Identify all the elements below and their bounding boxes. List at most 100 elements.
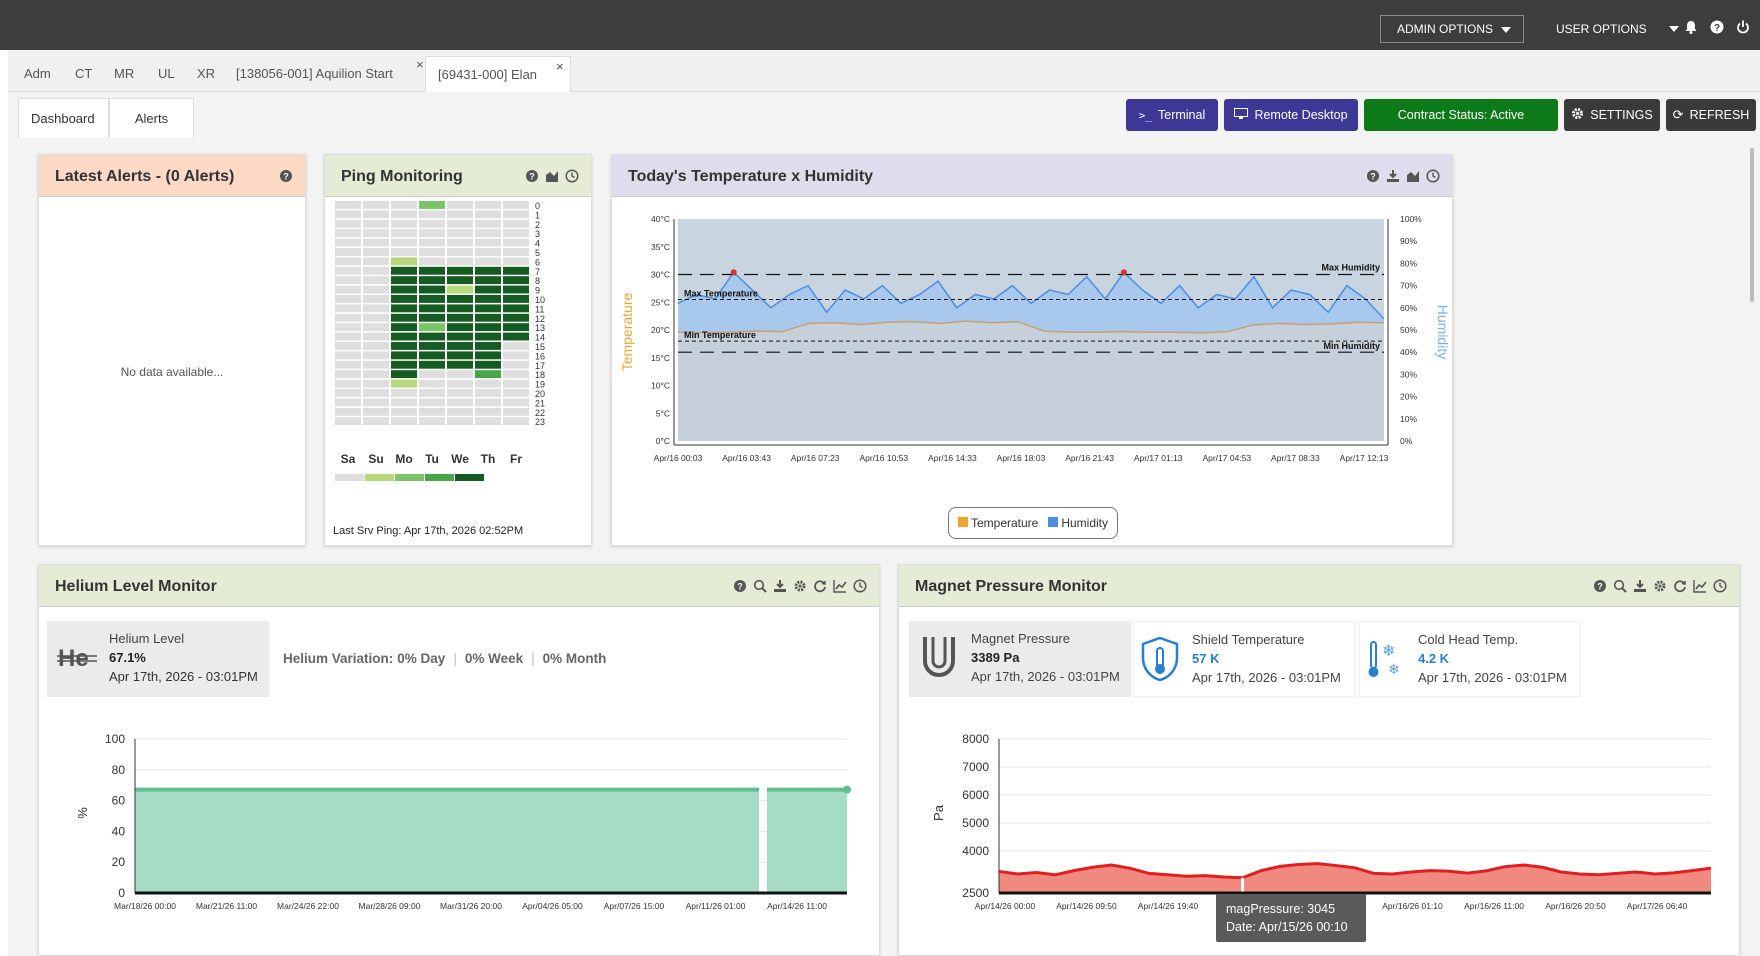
- legend-item-temperature[interactable]: Temperature: [957, 516, 1038, 530]
- refresh-icon[interactable]: [1673, 579, 1687, 593]
- helium-area: [135, 789, 759, 893]
- ping-cell: [419, 323, 445, 332]
- tab-aquilion-start[interactable]: [138056-001] Aquilion Start ×: [236, 57, 424, 81]
- ping-cell: [419, 332, 445, 341]
- area-chart-icon[interactable]: [545, 169, 559, 183]
- hour-label: 10: [535, 295, 545, 305]
- ping-cell: [391, 304, 417, 313]
- refresh-icon: ⟳: [1672, 107, 1684, 122]
- ping-cell: [391, 407, 417, 416]
- ping-cell: [419, 257, 445, 266]
- ping-cell: [363, 407, 389, 416]
- y-left-tick: 0°C: [656, 436, 670, 446]
- help-icon[interactable]: ?: [1593, 579, 1607, 593]
- ping-cell: [335, 238, 361, 247]
- svg-text:He: He: [58, 645, 89, 672]
- bell-icon[interactable]: [1684, 20, 1698, 34]
- helium-area: [767, 789, 847, 893]
- tab-xr[interactable]: XR: [197, 66, 216, 81]
- page-scrollbar[interactable]: [1750, 148, 1754, 302]
- tab-dashboard[interactable]: Dashboard: [18, 98, 109, 138]
- min-temperature-label: Min Temperature: [684, 330, 756, 340]
- temperature-humidity-chart: Max Humidity Min Humidity Max Temperature M…: [619, 214, 1451, 463]
- ping-cell: [447, 379, 473, 388]
- gear-icon[interactable]: [1653, 579, 1667, 593]
- panel-header: Latest Alerts - (0 Alerts) ?: [39, 155, 305, 197]
- download-icon[interactable]: [1386, 169, 1400, 183]
- ping-cell: [335, 351, 361, 360]
- contract-status-button[interactable]: Contract Status: Active: [1364, 99, 1558, 131]
- help-icon[interactable]: ?: [733, 579, 747, 593]
- tab-elan[interactable]: [69431-000] Elan ×: [425, 56, 571, 92]
- tab-ct[interactable]: CT: [75, 66, 93, 81]
- tab-ul[interactable]: UL: [158, 66, 175, 81]
- y-tick: 80: [112, 763, 126, 777]
- ping-cell: [391, 398, 417, 407]
- x-tick: Mar/21/26 11:00: [196, 901, 258, 911]
- y-tick: 6000: [962, 788, 989, 802]
- ping-cell: [503, 248, 529, 256]
- settings-button[interactable]: SETTINGS: [1564, 99, 1660, 131]
- hour-label: 5: [535, 248, 540, 258]
- tab-adm[interactable]: Adm: [24, 66, 51, 81]
- help-icon[interactable]: ?: [1710, 20, 1724, 34]
- ping-cell: [503, 417, 529, 426]
- help-icon[interactable]: ?: [1366, 169, 1380, 183]
- ping-cell: [335, 407, 361, 416]
- help-icon[interactable]: ?: [279, 169, 293, 183]
- day-label: Tu: [425, 452, 439, 466]
- area-chart-icon[interactable]: [1406, 169, 1420, 183]
- power-icon[interactable]: [1736, 20, 1750, 34]
- y-right-tick: 40%: [1400, 347, 1417, 357]
- panel-header: Ping Monitoring ?: [325, 155, 591, 197]
- zoom-icon[interactable]: [1613, 579, 1627, 593]
- ping-cell: [503, 295, 529, 303]
- refresh-icon[interactable]: [813, 579, 827, 593]
- last-point-marker: [843, 785, 851, 794]
- terminal-icon: >_: [1138, 108, 1152, 122]
- y-left-axis-label: Temperature: [619, 292, 635, 371]
- tab-mr[interactable]: MR: [114, 66, 135, 81]
- clock-icon[interactable]: [1713, 579, 1727, 593]
- ping-cell: [363, 417, 389, 426]
- admin-options-dropdown[interactable]: ADMIN OPTIONS: [1380, 15, 1524, 43]
- download-icon[interactable]: [1633, 579, 1647, 593]
- tooltip-line: Date: Apr/15/26 00:10: [1226, 920, 1348, 934]
- close-icon[interactable]: ×: [416, 57, 424, 72]
- day-label: Mo: [395, 452, 412, 466]
- clock-icon[interactable]: [565, 169, 579, 183]
- user-options-dropdown[interactable]: USER OPTIONS: [1556, 15, 1679, 43]
- legend-item-humidity[interactable]: Humidity: [1048, 516, 1108, 530]
- hour-label: 4: [535, 239, 540, 249]
- legend-swatch: [425, 474, 454, 481]
- help-icon[interactable]: ?: [525, 169, 539, 183]
- ping-cell: [335, 304, 361, 313]
- ping-cell: [363, 229, 389, 238]
- close-icon[interactable]: ×: [556, 59, 564, 74]
- refresh-button[interactable]: ⟳ REFRESH: [1666, 99, 1756, 131]
- humidity-line: [677, 271, 1385, 320]
- clock-icon[interactable]: [853, 579, 867, 593]
- ping-cell: [419, 248, 445, 256]
- ping-cell: [475, 379, 501, 388]
- user-options-label: USER OPTIONS: [1556, 22, 1647, 36]
- ping-cell: [363, 389, 389, 397]
- ping-cell: [475, 248, 501, 256]
- download-icon[interactable]: [773, 579, 787, 593]
- ping-cell: [363, 398, 389, 407]
- tab-alerts[interactable]: Alerts: [109, 98, 194, 138]
- x-tick: Apr/16 14:33: [928, 453, 977, 463]
- clock-icon[interactable]: [1426, 169, 1440, 183]
- ping-cell: [363, 370, 389, 379]
- line-chart-icon[interactable]: [833, 579, 847, 593]
- line-chart-icon[interactable]: [1693, 579, 1707, 593]
- helium-level-value: 67.1%: [109, 650, 146, 665]
- gear-icon[interactable]: [793, 579, 807, 593]
- zoom-icon[interactable]: [753, 579, 767, 593]
- y-right-tick: 90%: [1400, 236, 1417, 246]
- terminal-button[interactable]: >_ Terminal: [1126, 99, 1218, 131]
- panel-title: Today's Temperature x Humidity: [628, 168, 874, 185]
- remote-desktop-button[interactable]: Remote Desktop: [1224, 99, 1358, 131]
- ping-cell: [475, 229, 501, 238]
- shield-temperature-tile: Shield Temperature 57 K Apr 17th, 2026 -…: [1133, 621, 1355, 697]
